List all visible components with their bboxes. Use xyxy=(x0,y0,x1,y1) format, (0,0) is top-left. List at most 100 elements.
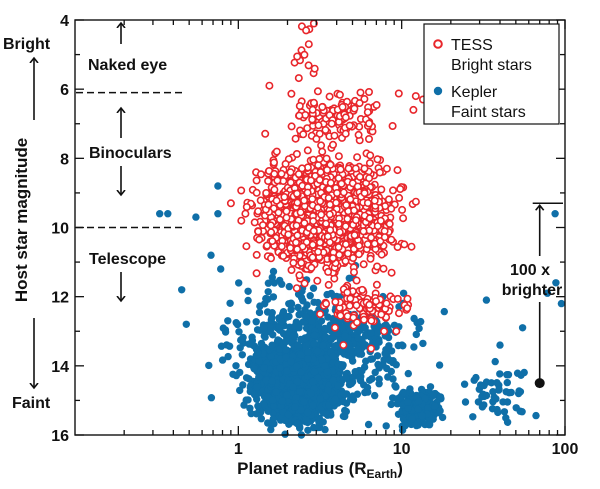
tess-point xyxy=(268,237,277,246)
tess-point xyxy=(267,228,276,237)
kepler-point xyxy=(421,394,429,403)
kepler-point xyxy=(214,210,222,218)
kepler-point xyxy=(255,357,263,365)
kepler-point xyxy=(493,379,501,387)
kepler-point xyxy=(403,398,412,406)
tess-point xyxy=(322,299,331,308)
tess-point xyxy=(393,243,402,252)
tess-point xyxy=(324,267,333,276)
tess-point xyxy=(237,216,246,225)
kepler-point xyxy=(503,371,511,379)
tess-point xyxy=(349,268,358,277)
kepler-point xyxy=(282,346,290,354)
tess-point xyxy=(310,64,319,73)
tess-point xyxy=(354,130,363,139)
tess-point xyxy=(287,265,296,274)
kepler-point xyxy=(374,360,382,369)
kepler-point xyxy=(289,383,297,391)
tess-point xyxy=(341,240,350,249)
tess-point xyxy=(367,344,376,353)
kepler-point xyxy=(178,286,186,294)
kepler-point xyxy=(399,289,408,297)
tess-point xyxy=(345,121,354,130)
tess-point xyxy=(269,158,278,167)
kepler-point xyxy=(381,349,389,358)
kepler-point xyxy=(308,317,316,325)
tess-point xyxy=(334,152,343,161)
axis-ticks: 1 10 100 4 6 8 10 12 14 16 xyxy=(51,13,578,458)
tess-point xyxy=(297,164,306,173)
tess-point xyxy=(324,185,333,194)
kepler-point xyxy=(476,381,485,389)
tess-point xyxy=(335,90,344,99)
kepler-point xyxy=(224,352,232,361)
tess-point xyxy=(292,221,301,230)
kepler-point xyxy=(340,390,348,398)
tess-point xyxy=(325,210,334,219)
kepler-point xyxy=(267,425,275,434)
kepler-point xyxy=(347,379,356,387)
tess-point xyxy=(363,240,372,249)
kepler-point xyxy=(279,407,287,416)
tess-point xyxy=(355,99,364,108)
tess-point xyxy=(411,197,420,206)
kepler-point xyxy=(257,339,266,348)
kepler-point xyxy=(278,397,287,405)
y-tick-label: 12 xyxy=(51,290,69,307)
tess-point xyxy=(403,304,412,313)
tess-point xyxy=(270,185,279,194)
kepler-point xyxy=(259,399,268,408)
tess-point xyxy=(352,301,361,310)
tess-point xyxy=(354,250,363,259)
tess-point xyxy=(318,147,327,156)
tess-point xyxy=(309,217,318,226)
kepler-point xyxy=(264,295,272,303)
kepler-point xyxy=(297,335,305,344)
legend-label-tess-line2: Bright stars xyxy=(451,57,532,74)
tess-point xyxy=(330,323,339,332)
kepler-point xyxy=(248,333,256,341)
tess-point xyxy=(364,135,373,144)
kepler-point xyxy=(502,414,510,422)
kepler-point xyxy=(287,300,296,308)
kepler-point xyxy=(219,324,227,332)
tess-point xyxy=(303,188,312,197)
tess-point xyxy=(377,185,386,194)
tess-point xyxy=(313,203,322,212)
kepler-point xyxy=(279,308,288,316)
kepler-point xyxy=(217,265,225,273)
tess-point xyxy=(337,179,346,188)
tess-point xyxy=(256,170,265,179)
tess-point xyxy=(277,169,286,178)
kepler-point xyxy=(367,329,375,337)
kepler-point xyxy=(496,370,504,378)
kepler-point xyxy=(387,400,395,409)
kepler-point xyxy=(239,381,247,389)
tess-point xyxy=(382,299,391,308)
kepler-point xyxy=(408,415,416,423)
tess-point xyxy=(287,89,296,98)
kepler-point xyxy=(257,415,265,423)
kepler-point xyxy=(244,287,252,295)
kepler-point xyxy=(341,412,349,421)
tess-point xyxy=(293,245,302,254)
tess-point xyxy=(295,111,304,120)
kepler-point xyxy=(296,310,304,318)
tess-point xyxy=(353,153,362,162)
kepler-point xyxy=(293,419,302,428)
tess-point xyxy=(255,235,264,244)
kepler-point xyxy=(507,388,515,397)
kepler-point xyxy=(324,313,332,321)
tess-point xyxy=(409,105,418,114)
kepler-point xyxy=(532,411,540,420)
kepler-point xyxy=(268,396,277,404)
tess-point xyxy=(282,207,291,216)
tess-point xyxy=(359,315,368,324)
kepler-point xyxy=(331,395,339,404)
tess-point xyxy=(315,175,324,184)
kepler-point xyxy=(347,345,355,354)
kepler-point xyxy=(399,342,407,350)
tess-point xyxy=(316,310,325,319)
tess-point xyxy=(358,285,367,294)
kepler-point xyxy=(375,338,383,346)
